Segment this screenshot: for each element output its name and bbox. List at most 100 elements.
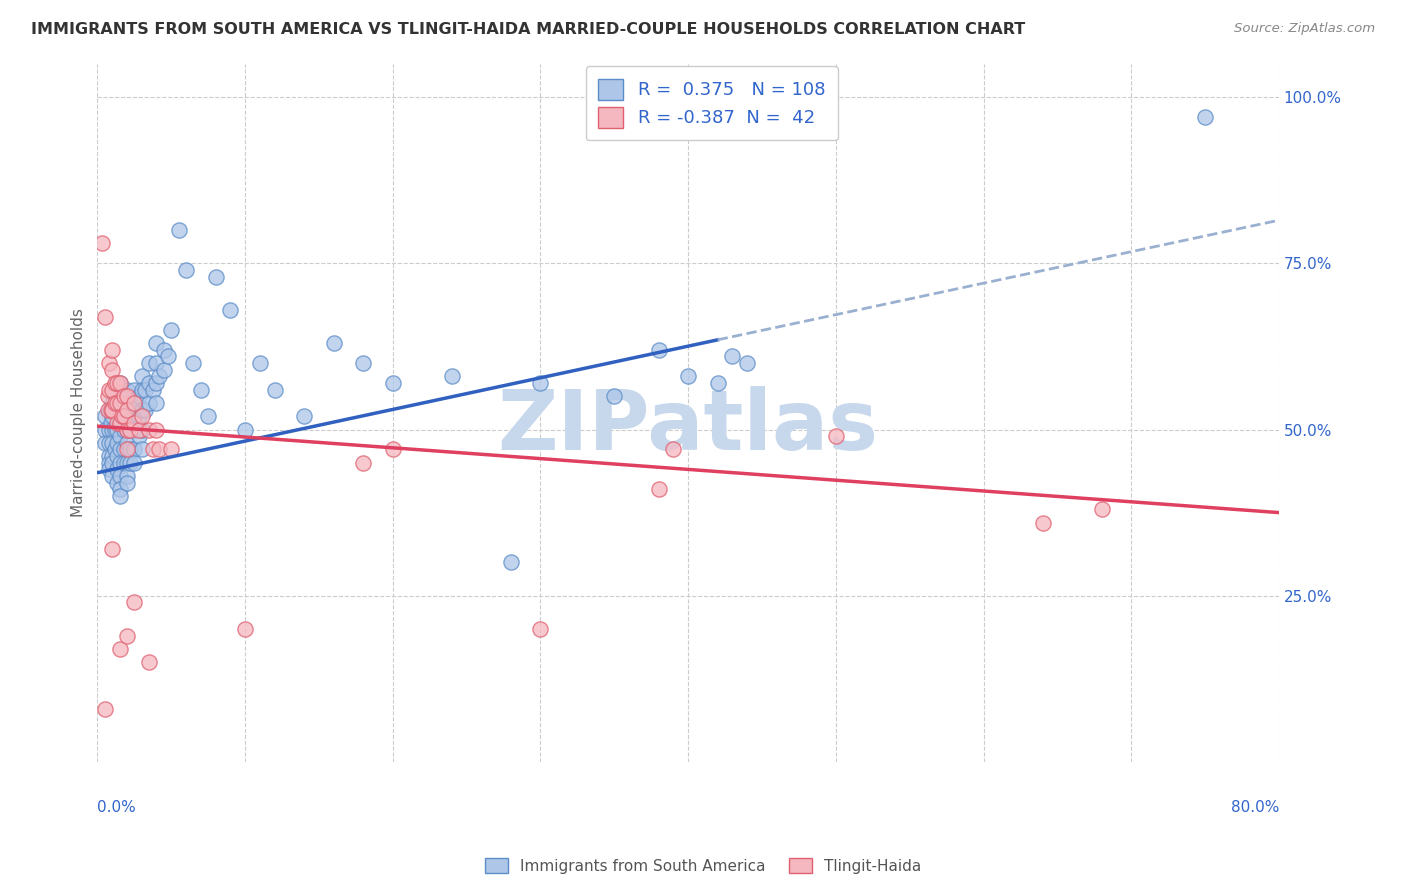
Point [249, 356, 271, 370]
Point [108, 376, 131, 390]
Point [263, 383, 285, 397]
Point [105, 449, 128, 463]
Point [529, 376, 551, 390]
Point [101, 469, 124, 483]
Point [118, 423, 141, 437]
Point [98, 456, 121, 470]
Point [108, 469, 131, 483]
Point [131, 423, 153, 437]
Point [145, 396, 167, 410]
Point [105, 402, 128, 417]
Point [124, 423, 146, 437]
Point [322, 336, 344, 351]
Point [153, 343, 176, 357]
Point [98, 449, 121, 463]
Point [101, 435, 124, 450]
Point [160, 442, 183, 457]
Point [108, 429, 131, 443]
Point [115, 469, 138, 483]
Point [108, 483, 131, 497]
Point [124, 416, 146, 430]
Point [145, 356, 167, 370]
Point [104, 423, 127, 437]
Point [93, 409, 115, 424]
Point [676, 369, 699, 384]
Point [98, 423, 121, 437]
Point [128, 423, 150, 437]
Point [98, 462, 121, 476]
Point [101, 409, 124, 424]
Point [145, 423, 167, 437]
Point [108, 416, 131, 430]
Point [105, 383, 128, 397]
Point [105, 416, 128, 430]
Point [112, 456, 135, 470]
Point [138, 376, 160, 390]
Point [134, 383, 156, 397]
Point [108, 396, 131, 410]
Point [142, 442, 165, 457]
Point [105, 462, 128, 476]
Point [118, 423, 141, 437]
Point [352, 456, 374, 470]
Point [138, 423, 160, 437]
Point [824, 429, 846, 443]
Point [131, 409, 153, 424]
Point [134, 402, 156, 417]
Point [108, 489, 131, 503]
Point [112, 442, 135, 457]
Text: 80.0%: 80.0% [1230, 800, 1279, 815]
Point [381, 442, 404, 457]
Point [98, 356, 121, 370]
Point [124, 409, 146, 424]
Point [93, 435, 115, 450]
Point [1091, 502, 1114, 516]
Point [529, 622, 551, 636]
Point [115, 423, 138, 437]
Point [115, 402, 138, 417]
Point [153, 362, 176, 376]
Point [124, 442, 146, 457]
Point [647, 483, 669, 497]
Point [108, 376, 131, 390]
Point [101, 456, 124, 470]
Point [115, 456, 138, 470]
Point [440, 369, 463, 384]
Point [735, 356, 758, 370]
Point [115, 389, 138, 403]
Point [124, 456, 146, 470]
Point [204, 269, 226, 284]
Point [108, 641, 131, 656]
Point [97, 389, 120, 403]
Point [157, 350, 180, 364]
Point [219, 302, 242, 317]
Point [233, 622, 256, 636]
Point [100, 402, 122, 417]
Point [100, 416, 122, 430]
Point [112, 423, 135, 437]
Point [112, 389, 135, 403]
Text: 0.0%: 0.0% [97, 800, 136, 815]
Y-axis label: Married-couple Households: Married-couple Households [72, 309, 86, 517]
Point [108, 456, 131, 470]
Point [183, 356, 205, 370]
Point [131, 442, 153, 457]
Point [118, 456, 141, 470]
Point [124, 595, 146, 609]
Point [101, 396, 124, 410]
Point [108, 442, 131, 457]
Point [104, 442, 127, 457]
Point [115, 628, 138, 642]
Point [112, 409, 135, 424]
Point [108, 416, 131, 430]
Point [111, 409, 134, 424]
Point [662, 442, 685, 457]
Point [128, 389, 150, 403]
Point [124, 396, 146, 410]
Point [115, 383, 138, 397]
Point [115, 442, 138, 457]
Point [101, 542, 124, 557]
Point [101, 449, 124, 463]
Point [115, 435, 138, 450]
Point [105, 396, 128, 410]
